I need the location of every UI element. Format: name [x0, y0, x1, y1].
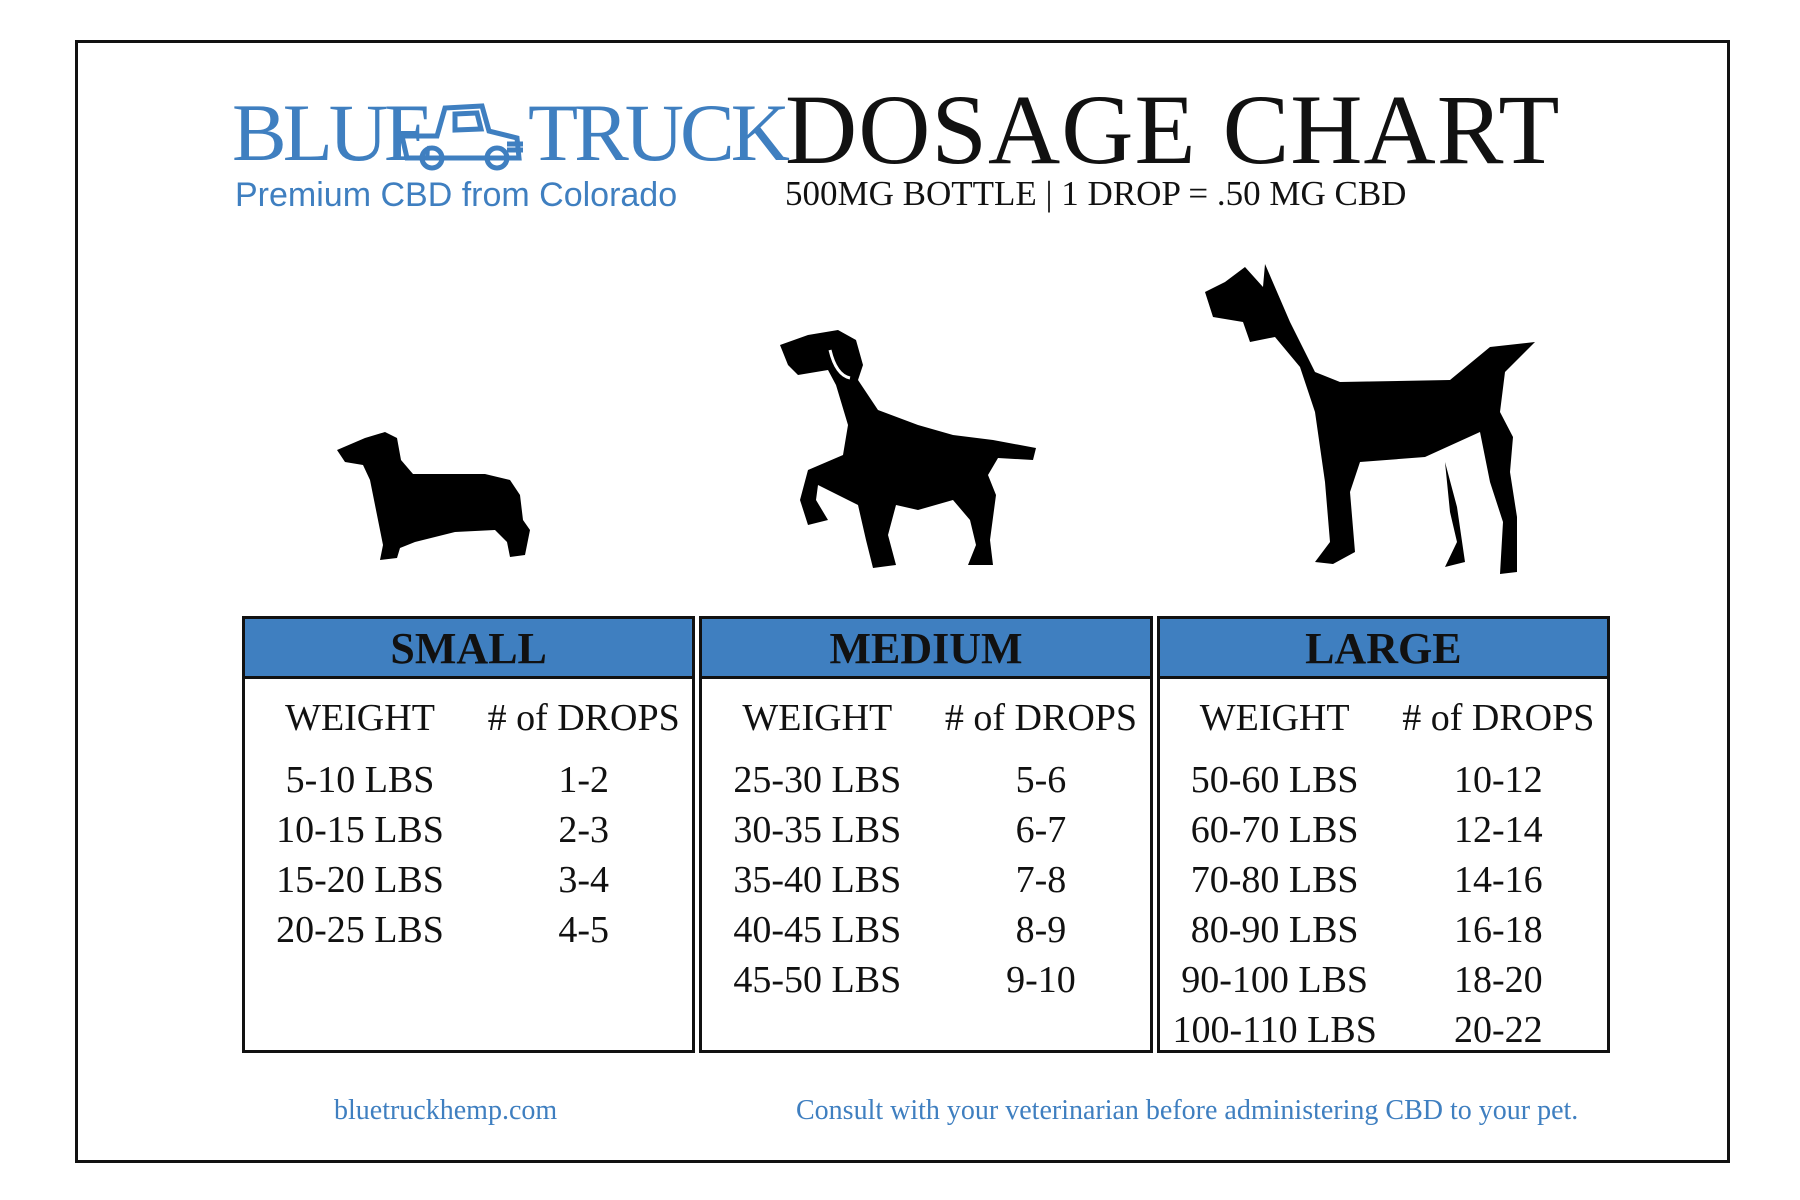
column-header: SMALL	[245, 619, 693, 679]
weight-cell: 35-40 LBS	[733, 859, 902, 901]
weight-cell: 25-30 LBS	[733, 759, 902, 801]
drops-cell: 1-2	[558, 759, 609, 801]
drops-cell: 14-16	[1453, 859, 1543, 901]
table-row: 40-45 LBS 8-9	[702, 905, 1149, 955]
table-row: 20-25 LBS 4-5	[245, 905, 692, 955]
weight-header: WEIGHT	[742, 697, 893, 739]
table-row: 50-60 LBS 10-12	[1160, 755, 1607, 805]
weight-cell: 100-110 LBS	[1172, 1009, 1377, 1051]
weight-cell: 45-50 LBS	[733, 959, 902, 1001]
pointer-silhouette	[780, 330, 1036, 568]
column-header: MEDIUM	[702, 619, 1150, 679]
weight-cell: 90-100 LBS	[1181, 959, 1369, 1001]
great-dane-silhouette	[1205, 264, 1535, 574]
table-row: 30-35 LBS 6-7	[702, 805, 1149, 855]
table-row: 100-110 LBS 20-22	[1160, 1005, 1607, 1055]
chart-border	[75, 40, 1730, 1163]
table-row: 60-70 LBS 12-14	[1160, 805, 1607, 855]
drops-cell: 5-6	[1015, 759, 1067, 801]
brand-name-right: TRUCK	[528, 87, 790, 178]
table-row: 5-10 LBS 1-2	[245, 755, 692, 805]
table-row: 25-30 LBS 5-6	[702, 755, 1149, 805]
page-subtitle: 500MG BOTTLE | 1 DROP = .50 MG CBD	[785, 174, 1407, 213]
weight-cell: 80-90 LBS	[1190, 909, 1359, 951]
weight-header: WEIGHT	[1199, 697, 1350, 739]
dosage-table: SMALL WEIGHT # of DROPS 5-10 LBS 1-2 10-15…	[242, 616, 1610, 1053]
drops-cell: 6-7	[1015, 809, 1067, 851]
drops-cell: 2-3	[558, 809, 609, 851]
table-row: 35-40 LBS 7-8	[702, 855, 1149, 905]
drops-cell: 3-4	[558, 859, 609, 901]
weight-cell: 50-60 LBS	[1190, 759, 1359, 801]
weight-cell: 40-45 LBS	[733, 909, 902, 951]
drops-cell: 18-20	[1453, 959, 1543, 1001]
table-row: 15-20 LBS 3-4	[245, 855, 692, 905]
drops-cell: 4-5	[558, 909, 609, 951]
table-row: 10-15 LBS 2-3	[245, 805, 692, 855]
drops-cell: 10-12	[1453, 759, 1543, 801]
weight-cell: 10-15 LBS	[276, 809, 444, 851]
brand-tagline: Premium CBD from Colorado	[235, 176, 678, 214]
weight-cell: 15-20 LBS	[276, 859, 444, 901]
table-row: 45-50 LBS 9-10	[702, 955, 1149, 1005]
weight-cell: 20-25 LBS	[276, 909, 444, 951]
weight-cell: 70-80 LBS	[1190, 859, 1359, 901]
size-column-small: SMALL WEIGHT # of DROPS 5-10 LBS 1-2 10-15…	[242, 616, 696, 1053]
drops-cell: 8-9	[1015, 909, 1067, 951]
website-link[interactable]: bluetruckhemp.com	[334, 1095, 558, 1126]
weight-cell: 30-35 LBS	[733, 809, 902, 851]
drops-header: # of DROPS	[944, 697, 1138, 739]
brand-logo: BLUE TRUCK Premium CBD from Colorado	[232, 87, 790, 222]
drops-cell: 20-22	[1453, 1009, 1543, 1051]
table-row: 70-80 LBS 14-16	[1160, 855, 1607, 905]
drops-cell: 16-18	[1453, 909, 1543, 951]
table-row: 90-100 LBS 18-20	[1160, 955, 1607, 1005]
column-header: LARGE	[1159, 619, 1607, 679]
vet-disclaimer: Consult with your veterinarian before ad…	[796, 1095, 1579, 1126]
drops-cell: 12-14	[1453, 809, 1543, 851]
weight-header: WEIGHT	[285, 697, 435, 739]
weight-cell: 60-70 LBS	[1190, 809, 1359, 851]
table-row: 80-90 LBS 16-18	[1160, 905, 1607, 955]
size-column-large: LARGE WEIGHT # of DROPS 50-60 LBS 10-12 60…	[1156, 616, 1610, 1055]
brand-name-left: BLUE	[232, 87, 434, 178]
size-column-medium: MEDIUM WEIGHT # of DROPS 25-30 LBS 5-6 30-…	[699, 616, 1153, 1053]
dachshund-silhouette	[337, 432, 530, 560]
drops-header: # of DROPS	[1402, 697, 1595, 739]
weight-cell: 5-10 LBS	[285, 759, 435, 801]
drops-cell: 7-8	[1015, 859, 1067, 901]
drops-cell: 9-10	[1006, 959, 1076, 1001]
drops-header: # of DROPS	[487, 697, 680, 739]
page-title: DOSAGE CHART	[785, 74, 1561, 185]
pickup-truck-icon	[398, 103, 523, 171]
